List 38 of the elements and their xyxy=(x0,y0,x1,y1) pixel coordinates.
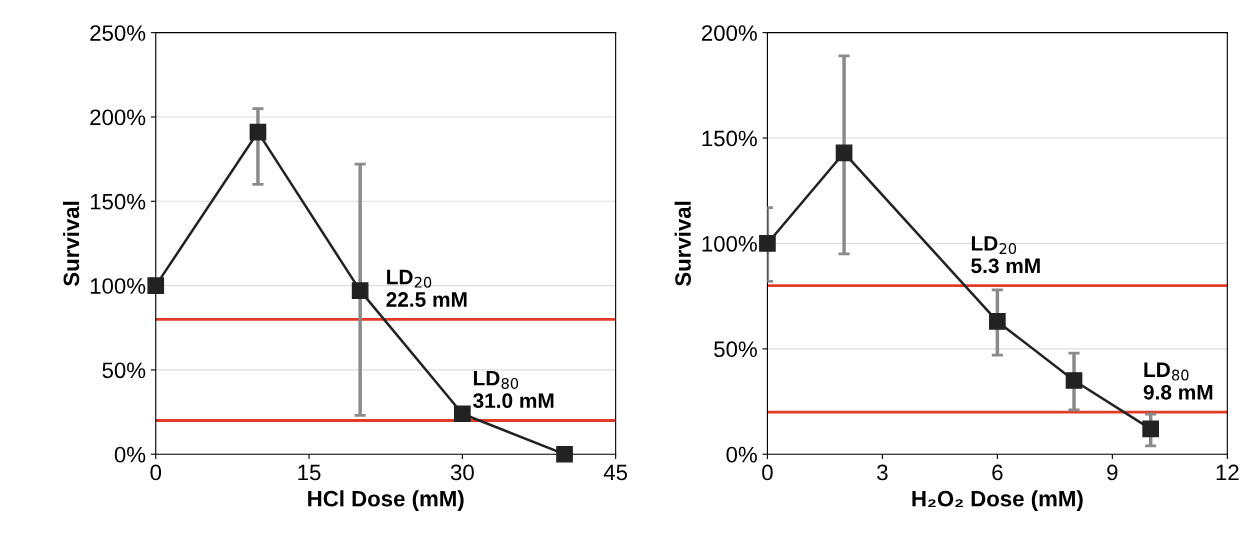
point xyxy=(249,123,267,141)
point xyxy=(556,445,573,463)
point xyxy=(351,282,369,299)
y-tick-label: 100% xyxy=(702,235,757,252)
annotation: LD$_{80}$ 9.8 mM xyxy=(1143,362,1213,400)
y-axis-title: Survival xyxy=(62,201,80,287)
point xyxy=(835,144,853,162)
annotation: LD$_{20}$ 22.5 mM xyxy=(386,269,467,307)
point xyxy=(147,277,165,294)
x-tick-label: 45 xyxy=(603,464,628,481)
y-tick-label: 50% xyxy=(102,362,146,379)
annotation: LD$_{80}$ 31.0 mM xyxy=(473,371,554,409)
point xyxy=(989,313,1006,330)
x-tick-label: 15 xyxy=(298,464,321,481)
y-tick-label: 200% xyxy=(701,25,757,41)
x-tick-label: 0 xyxy=(150,464,162,481)
y-tick-label: 100% xyxy=(90,278,146,294)
x-tick-label: 30 xyxy=(450,464,474,481)
y-tick-label: 0% xyxy=(114,446,146,463)
y-tick-label: 150% xyxy=(702,130,757,147)
y-tick-label: 150% xyxy=(90,193,146,210)
x-axis-title: H₂O₂ Dose (mM) xyxy=(912,490,1083,511)
y-axis-title: Survival xyxy=(674,201,691,287)
y-tick-label: 250% xyxy=(90,25,146,41)
x-tick-label: 0 xyxy=(762,464,773,481)
x-axis-title: HCl Dose (mM) xyxy=(308,490,464,511)
x-tick-label: 6 xyxy=(992,464,1003,481)
x-tick-label: 3 xyxy=(877,464,888,481)
point xyxy=(1065,372,1083,389)
x-tick-label: 12 xyxy=(1216,464,1239,481)
point xyxy=(454,405,471,423)
annotation: LD$_{20}$ 5.3 mM xyxy=(971,236,1040,274)
y-tick-label: 0% xyxy=(726,446,757,463)
x-tick-label: 9 xyxy=(1107,464,1118,481)
point xyxy=(759,235,776,252)
y-tick-label: 50% xyxy=(714,341,757,358)
y-tick-label: 200% xyxy=(90,109,146,126)
point xyxy=(1142,420,1159,438)
